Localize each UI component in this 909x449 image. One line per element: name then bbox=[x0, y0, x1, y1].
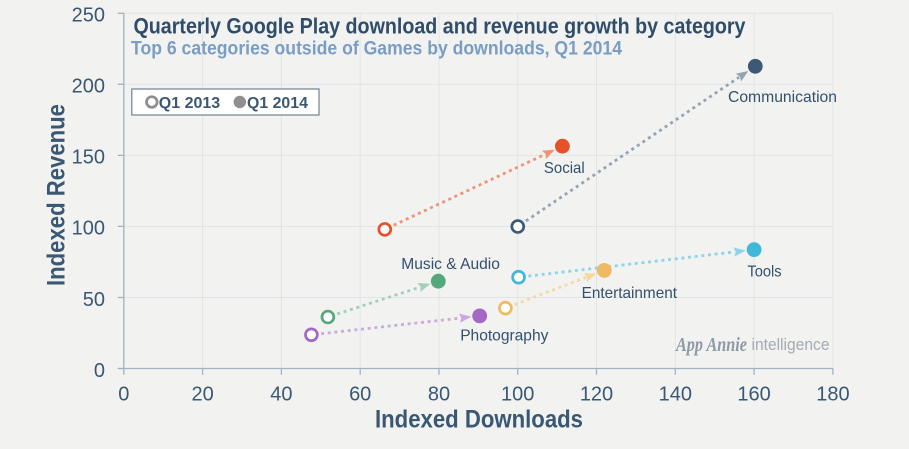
svg-text:Photography: Photography bbox=[460, 328, 548, 345]
svg-text:Tools: Tools bbox=[747, 263, 781, 280]
svg-text:Entertainment: Entertainment bbox=[582, 285, 678, 302]
svg-text:Indexed Revenue: Indexed Revenue bbox=[43, 104, 71, 286]
svg-text:Quarterly Google Play download: Quarterly Google Play download and reven… bbox=[134, 13, 747, 38]
svg-text:100: 100 bbox=[72, 218, 105, 240]
svg-text:40: 40 bbox=[270, 384, 292, 406]
svg-text:Indexed Downloads: Indexed Downloads bbox=[375, 406, 583, 434]
svg-text:0: 0 bbox=[94, 360, 105, 382]
svg-text:80: 80 bbox=[428, 384, 450, 406]
svg-text:Social: Social bbox=[544, 160, 585, 177]
svg-text:180: 180 bbox=[816, 384, 849, 406]
svg-text:Music & Audio: Music & Audio bbox=[401, 256, 500, 273]
svg-text:60: 60 bbox=[349, 384, 371, 406]
svg-text:150: 150 bbox=[72, 147, 105, 169]
svg-text:250: 250 bbox=[72, 5, 105, 27]
svg-text:120: 120 bbox=[580, 384, 613, 406]
svg-text:20: 20 bbox=[191, 384, 213, 406]
svg-text:160: 160 bbox=[737, 384, 770, 406]
svg-text:50: 50 bbox=[83, 289, 105, 311]
svg-text:Communication: Communication bbox=[728, 89, 837, 106]
svg-text:100: 100 bbox=[501, 384, 534, 406]
svg-text:intelligence: intelligence bbox=[752, 336, 830, 354]
svg-text:App Annie: App Annie bbox=[674, 334, 747, 356]
svg-text:200: 200 bbox=[72, 76, 105, 98]
svg-text:0: 0 bbox=[118, 384, 129, 406]
svg-text:140: 140 bbox=[659, 384, 692, 406]
svg-text:Q1 2014: Q1 2014 bbox=[247, 95, 308, 112]
svg-text:Top 6 categories outside of Ga: Top 6 categories outside of Games by dow… bbox=[131, 39, 622, 60]
svg-text:Q1 2013: Q1 2013 bbox=[159, 95, 221, 112]
